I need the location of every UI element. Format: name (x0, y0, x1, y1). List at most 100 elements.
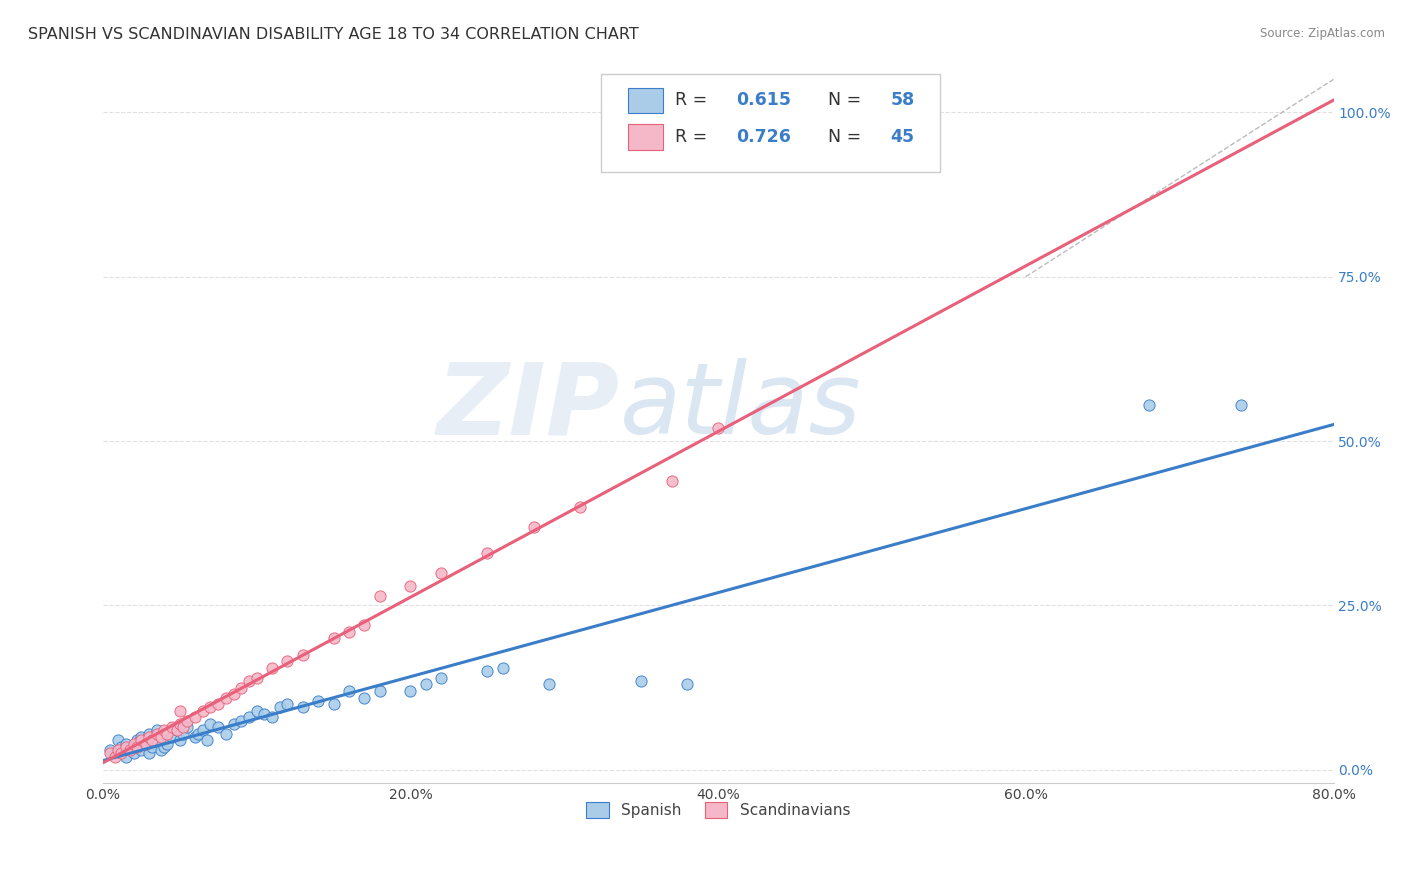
Point (191, 704, 214, 718)
Point (184, 710, 207, 724)
Point (337, 624, 360, 639)
Point (100, 743, 122, 757)
Point (125, 739, 148, 754)
Point (322, 632, 344, 646)
Point (156, 727, 179, 741)
Text: ZIP: ZIP (437, 359, 620, 455)
Point (368, 589, 391, 603)
Point (138, 727, 160, 741)
Point (138, 747, 160, 761)
Legend: Spanish, Scandinavians: Spanish, Scandinavians (578, 795, 858, 826)
Point (150, 730, 173, 744)
Point (129, 743, 152, 757)
Point (153, 739, 176, 754)
Point (191, 723, 214, 738)
Text: 0.615: 0.615 (737, 91, 792, 109)
Point (120, 743, 142, 757)
Point (253, 706, 276, 721)
Point (169, 704, 191, 718)
FancyBboxPatch shape (628, 124, 662, 150)
Text: 0.726: 0.726 (737, 128, 792, 146)
Point (307, 694, 329, 708)
Point (145, 723, 167, 738)
Point (207, 720, 229, 734)
Point (104, 749, 127, 764)
Point (129, 733, 152, 747)
Point (215, 690, 238, 705)
Point (276, 697, 298, 711)
Point (399, 579, 422, 593)
Point (337, 684, 360, 698)
Point (110, 747, 132, 761)
Point (100, 747, 122, 761)
Point (122, 747, 145, 761)
Point (156, 737, 179, 751)
Point (269, 700, 291, 714)
Point (172, 720, 194, 734)
Point (1230, 398, 1253, 412)
Point (415, 677, 437, 691)
Point (122, 739, 145, 754)
Point (246, 671, 269, 685)
Point (197, 733, 219, 747)
Point (135, 737, 157, 751)
Point (238, 674, 260, 689)
Point (166, 723, 188, 738)
Text: R =: R = (675, 91, 713, 109)
Point (172, 727, 194, 741)
Point (110, 739, 132, 754)
Point (353, 690, 375, 705)
Point (135, 737, 157, 751)
Point (291, 648, 314, 662)
Point (166, 723, 188, 738)
Text: 45: 45 (890, 128, 914, 146)
Point (353, 618, 375, 632)
Point (200, 716, 222, 731)
Point (145, 727, 167, 741)
Point (153, 727, 176, 741)
Text: Source: ZipAtlas.com: Source: ZipAtlas.com (1260, 27, 1385, 40)
Text: N =: N = (817, 128, 866, 146)
Point (145, 733, 167, 747)
Point (215, 727, 238, 741)
Point (676, 677, 699, 691)
FancyBboxPatch shape (628, 87, 662, 113)
Point (260, 710, 283, 724)
Point (122, 737, 145, 751)
Point (160, 730, 183, 744)
Point (187, 727, 209, 741)
Point (1137, 398, 1160, 412)
Point (238, 710, 260, 724)
Point (430, 566, 453, 580)
Point (222, 716, 245, 731)
Point (231, 714, 253, 728)
Point (707, 421, 730, 435)
Point (430, 671, 453, 685)
Point (176, 714, 198, 728)
Point (368, 684, 391, 698)
Point (120, 743, 142, 757)
Point (115, 737, 138, 751)
Point (107, 743, 129, 757)
Text: N =: N = (817, 91, 866, 109)
Point (125, 733, 148, 747)
Point (150, 743, 173, 757)
Text: atlas: atlas (620, 359, 862, 455)
Point (141, 733, 163, 747)
Text: R =: R = (675, 128, 713, 146)
Point (200, 700, 222, 714)
Point (276, 654, 298, 668)
Point (492, 661, 515, 675)
Point (291, 700, 314, 714)
Point (169, 716, 191, 731)
Point (661, 474, 683, 488)
Point (169, 733, 191, 747)
Point (184, 730, 207, 744)
Point (176, 720, 198, 734)
Point (246, 704, 269, 718)
Point (115, 749, 138, 764)
Point (153, 723, 176, 738)
Point (231, 681, 253, 695)
Point (399, 684, 422, 698)
Point (568, 500, 591, 514)
